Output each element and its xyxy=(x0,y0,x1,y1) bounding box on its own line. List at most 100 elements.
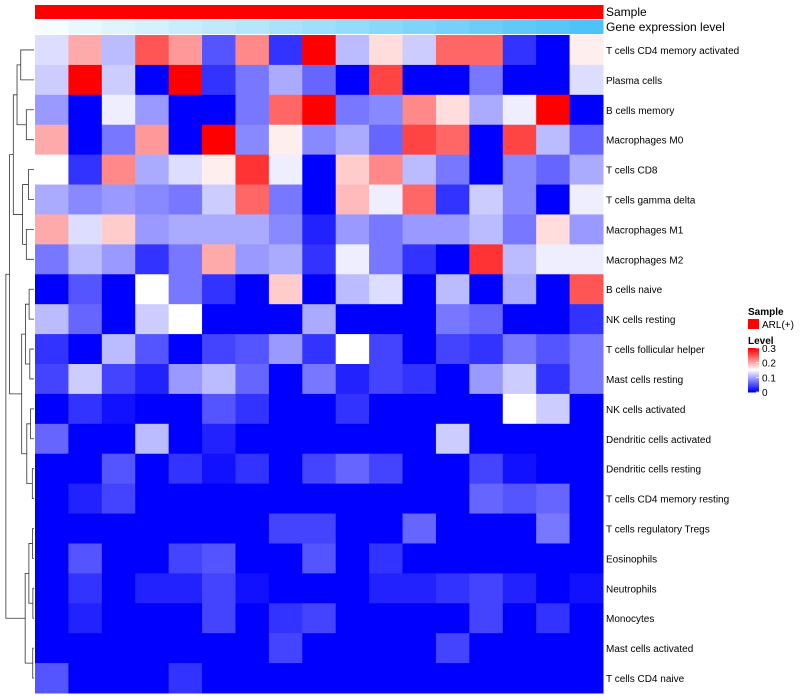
heatmap-cell xyxy=(569,423,604,455)
heatmap-cell xyxy=(35,393,69,425)
heatmap-cell xyxy=(469,334,504,365)
heatmap-cell xyxy=(202,94,236,126)
heatmap-cell xyxy=(101,124,136,156)
heatmap-cell xyxy=(536,274,571,305)
heatmap-cell xyxy=(402,124,437,156)
heatmap-cell xyxy=(101,663,136,694)
heatmap-cell xyxy=(268,244,303,275)
heatmap-cell xyxy=(335,214,370,245)
heatmap-cell xyxy=(402,364,437,395)
heatmap-cell xyxy=(35,304,69,335)
heatmap-cell xyxy=(101,453,136,485)
heatmap-cell xyxy=(202,304,236,335)
legend-sample-title: Sample xyxy=(748,307,784,318)
heatmap-cell xyxy=(101,304,136,335)
dendrogram-branch xyxy=(32,647,34,679)
heatmap-cell xyxy=(235,154,270,186)
legend-level-gradient-step xyxy=(748,352,759,354)
row-label: T cells CD8 xyxy=(606,166,658,177)
heatmap-cell xyxy=(35,214,69,245)
heatmap-cell xyxy=(369,274,404,305)
heatmap-cell xyxy=(101,154,136,186)
heatmap-cell xyxy=(168,304,203,335)
heatmap-cell xyxy=(536,633,571,664)
heatmap-cell xyxy=(402,393,437,425)
heatmap-cell xyxy=(202,244,236,275)
heatmap-cell xyxy=(101,603,136,634)
sample-annotation-label: Sample xyxy=(606,5,647,19)
gene-expression-annotation-label: Gene expression level xyxy=(606,20,725,34)
heatmap-cell xyxy=(235,364,270,395)
gene-expression-annotation-cell xyxy=(268,20,303,34)
heatmap-cell xyxy=(268,513,303,544)
heatmap-cell xyxy=(202,483,236,515)
heatmap-cell xyxy=(536,304,571,335)
dendrogram-branch xyxy=(29,348,34,380)
heatmap-cell xyxy=(135,423,170,455)
heatmap-cell xyxy=(335,423,370,455)
row-dendrogram xyxy=(5,49,34,679)
heatmap-cell xyxy=(536,513,571,544)
heatmap-cell xyxy=(135,453,170,485)
heatmap-cell xyxy=(502,364,537,395)
heatmap-cell xyxy=(402,94,437,126)
heatmap-cell xyxy=(235,304,270,335)
heatmap-cell xyxy=(168,393,203,425)
heatmap-cell xyxy=(268,214,303,245)
heatmap-cell xyxy=(536,364,571,395)
heatmap-cell xyxy=(302,364,337,395)
heatmap-cell xyxy=(536,663,571,694)
gene-expression-annotation-cell xyxy=(369,20,404,34)
heatmap-cell xyxy=(302,274,337,305)
heatmap-cell xyxy=(502,274,537,305)
heatmap-cell xyxy=(135,633,170,664)
heatmap-cell xyxy=(302,244,337,275)
heatmap-cell xyxy=(435,35,470,66)
heatmap-cell xyxy=(402,603,437,634)
legend-level-gradient-step xyxy=(748,386,759,389)
heatmap-cell xyxy=(168,543,203,574)
heatmap-cell xyxy=(101,244,136,275)
heatmap-cell xyxy=(569,334,604,365)
heatmap-cell xyxy=(302,513,337,544)
heatmap-cell xyxy=(335,573,370,604)
heatmap-cell xyxy=(502,184,537,215)
heatmap-cell xyxy=(502,393,537,425)
heatmap-cell xyxy=(168,214,203,245)
heatmap-cell xyxy=(402,513,437,544)
heatmap-cell xyxy=(369,304,404,335)
heatmap-cell xyxy=(101,35,136,66)
heatmap-cell xyxy=(68,304,103,335)
heatmap-cell xyxy=(168,334,203,365)
heatmap-cell xyxy=(35,663,69,694)
legend-level-gradient-step xyxy=(748,370,759,372)
heatmap-cell xyxy=(569,35,604,66)
heatmap-cell xyxy=(536,154,571,186)
heatmap-cell xyxy=(435,184,470,215)
heatmap-cell xyxy=(168,274,203,305)
heatmap-cell xyxy=(469,184,504,215)
heatmap-cell xyxy=(35,244,69,275)
sample-annotation-cell xyxy=(435,5,470,19)
heatmap-cell xyxy=(202,663,236,694)
legend-level-gradient-step xyxy=(748,364,759,367)
legend-level-gradient-step xyxy=(748,388,759,391)
heatmap-cell xyxy=(335,513,370,544)
heatmap-cell xyxy=(302,304,337,335)
heatmap-cell xyxy=(202,513,236,544)
heatmap-cell xyxy=(68,573,103,604)
heatmap-cell xyxy=(35,573,69,604)
sample-annotation-cell xyxy=(569,5,604,19)
legend-level-gradient-step xyxy=(748,373,759,375)
heatmap-cell xyxy=(268,274,303,305)
legend-level-tick-label: 0.1 xyxy=(762,373,776,384)
heatmap-cell xyxy=(369,633,404,664)
heatmap-cell xyxy=(101,483,136,515)
heatmap-cell xyxy=(302,214,337,245)
heatmap-cell xyxy=(135,214,170,245)
heatmap-cell xyxy=(435,543,470,574)
legend-level-gradient-step xyxy=(748,367,759,370)
heatmap-cell xyxy=(268,573,303,604)
dendrogram-branch xyxy=(32,587,34,619)
heatmap-cell xyxy=(135,64,170,96)
